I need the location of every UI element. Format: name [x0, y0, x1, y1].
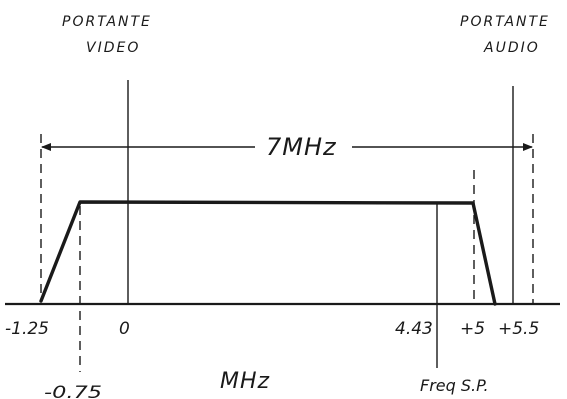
video-carrier-label-line2: VIDEO — [86, 40, 140, 56]
tick-label-plus-5: +5 — [460, 319, 485, 339]
subcarrier-label: Freq S.P. — [420, 376, 489, 395]
tick-label-plus-5-5: +5.5 — [498, 319, 539, 339]
tick-label-minus-1-25: -1.25 — [5, 319, 49, 339]
audio-carrier-label-line2: AUDIO — [483, 40, 540, 56]
audio-carrier-label-line1: PORTANTE — [460, 14, 550, 30]
tick-label-4-43: 4.43 — [395, 319, 433, 339]
spectrum-envelope — [39, 200, 497, 306]
tick-label-minus-0-75: -0.75 — [44, 383, 102, 399]
tick-label-zero: 0 — [119, 319, 130, 339]
axis-unit-label: MHz — [220, 369, 270, 394]
bandwidth-label: 7MHz — [266, 133, 337, 161]
video-carrier-label-line1: PORTANTE — [62, 14, 152, 30]
